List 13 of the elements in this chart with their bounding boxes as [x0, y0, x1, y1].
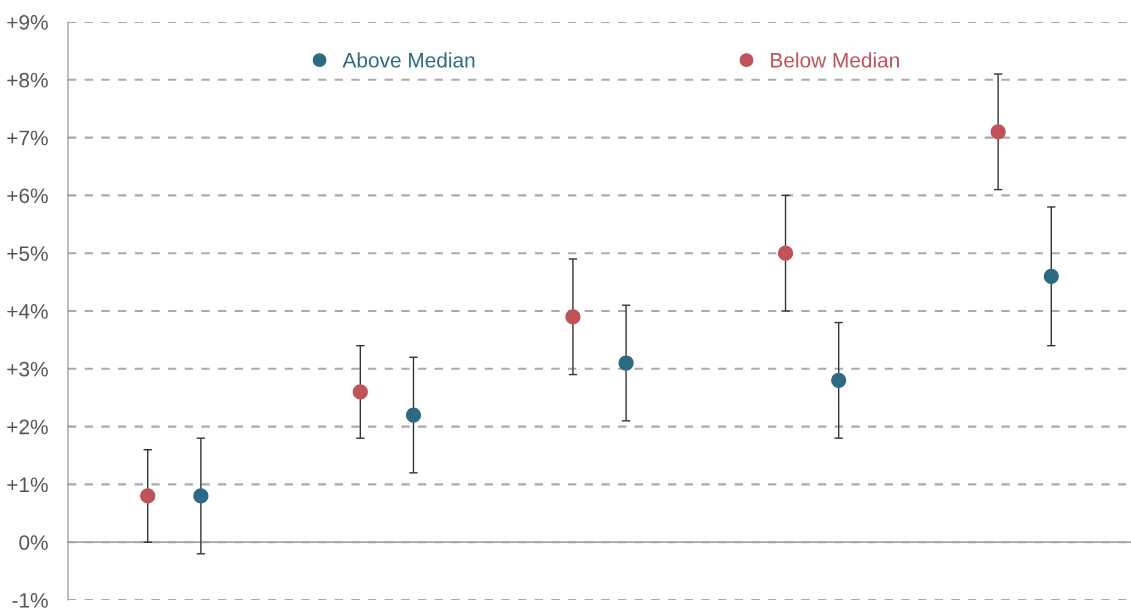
y-tick-label: 0%	[19, 535, 48, 550]
y-tick-label: +7%	[7, 130, 48, 146]
y-tick-label: +3%	[7, 361, 48, 377]
y-tick-label: +9%	[7, 15, 48, 30]
y-tick-label: +8%	[7, 72, 48, 88]
legend-label: Below Median	[771, 52, 899, 68]
legend-label: Above Median	[342, 52, 475, 68]
y-tick-label: +5%	[7, 246, 48, 261]
y-tick-label: +6%	[7, 188, 48, 204]
y-tick-label: -1%	[12, 593, 48, 608]
y-tick-label: +4%	[7, 304, 48, 319]
y-tick-label: +1%	[7, 477, 48, 493]
y-tick-label: +2%	[7, 419, 48, 435]
